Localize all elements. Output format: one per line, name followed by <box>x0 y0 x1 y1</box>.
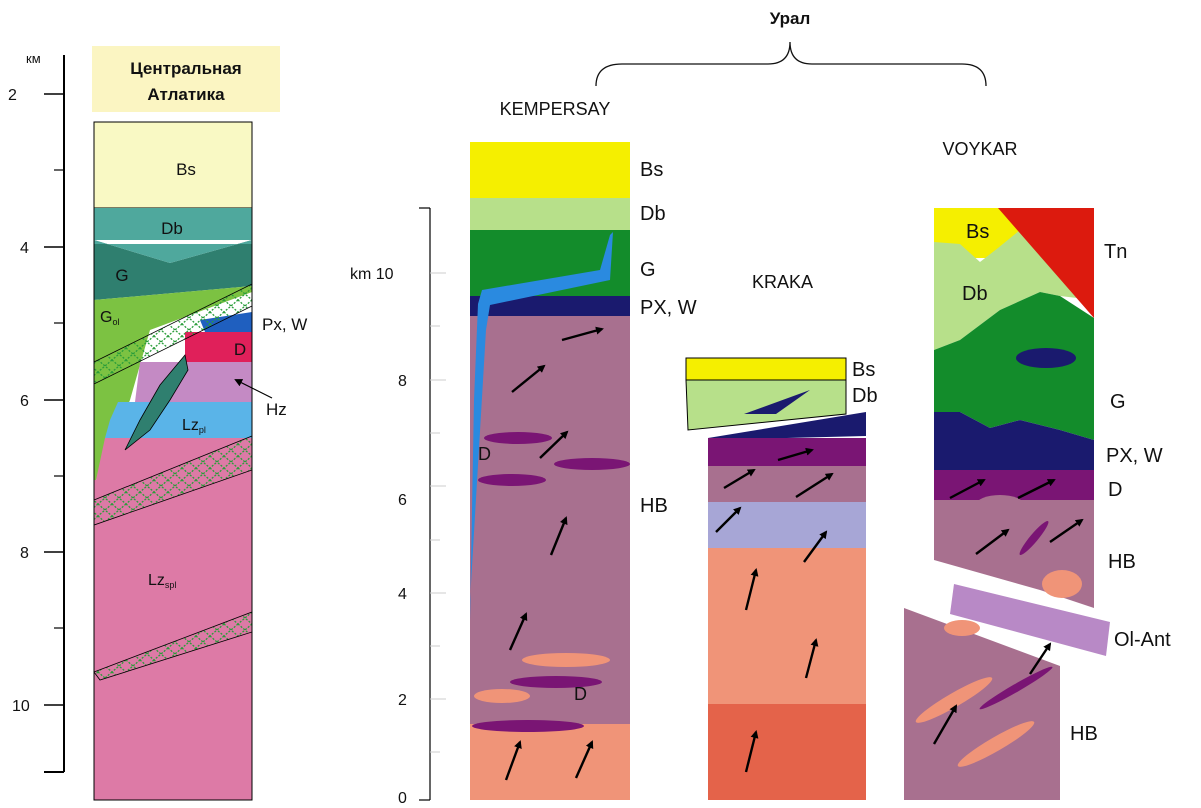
kemp-salmon-base <box>470 724 630 800</box>
ural-brace <box>595 41 987 87</box>
voy-olant-label: Ol-Ant <box>1114 629 1171 651</box>
kemp-dunite-lens-4 <box>510 676 602 688</box>
atlantic-title-1: Центральная <box>130 59 241 78</box>
atl-hz-label: Hz <box>266 400 287 419</box>
kraka-bs-layer <box>685 357 847 381</box>
ural-scale-km10: km 10 <box>350 266 394 283</box>
kraka-column: KRAKA Bs Db <box>685 272 878 800</box>
kemp-salmon-lens-1 <box>522 653 610 667</box>
voy-pxw-layer <box>934 412 1094 470</box>
kemp-d-upper-label: D <box>478 444 491 464</box>
atl-hz-layer <box>135 362 252 402</box>
voy-lower-salmon-lens-2 <box>915 677 993 723</box>
atl-tick-4: 4 <box>20 240 29 257</box>
atl-gol-label: Gol <box>100 309 119 327</box>
atl-pxw-layer <box>200 312 252 332</box>
ural-tick-8: 8 <box>398 373 407 390</box>
atl-d-layer <box>185 332 252 362</box>
atl-g-upper <box>94 240 252 300</box>
atl-tick-2: 2 <box>8 87 17 104</box>
kemp-dunite-lens-5 <box>472 720 584 732</box>
voy-salmon-lens <box>1042 570 1082 598</box>
kemp-db-label: Db <box>640 203 666 225</box>
voy-tn-layer <box>998 208 1094 318</box>
voy-ol-ant-band <box>950 584 1110 656</box>
atl-lz-pl-layer <box>105 402 252 438</box>
kemp-dunite-lens-3 <box>478 474 546 486</box>
voykar-column: VOYKAR Bs Tn Db G PX, W D HB <box>904 139 1171 800</box>
atl-tick-10: 10 <box>12 698 30 715</box>
kemp-g-label: G <box>640 259 656 281</box>
voy-hb-label: HB <box>1108 551 1136 573</box>
kraka-pxw-layer <box>708 412 866 440</box>
kemp-bs-label: Bs <box>640 159 663 181</box>
voy-d-label: D <box>1108 479 1122 501</box>
atl-lzspl-label: Lzspl <box>148 572 176 590</box>
ural-tick-6: 6 <box>398 492 407 509</box>
voy-db-label: Db <box>962 283 988 305</box>
atl-db-label: Db <box>161 219 183 238</box>
kraka-hb-blob-2 <box>812 480 848 496</box>
kemp-dunite-lens-1 <box>484 432 552 444</box>
kempersay-column: KEMPERSAY Bs Db G PX, W D HB D <box>470 99 697 800</box>
voy-tn-label: Tn <box>1104 241 1127 263</box>
voy-lower-salmon-lens-1 <box>944 620 980 636</box>
atlantic-column: Центральная Атлатика Bs Db G Gol Px, W D… <box>92 46 307 801</box>
voykar-name: VOYKAR <box>942 139 1017 159</box>
voy-g-label: G <box>1110 391 1126 413</box>
voy-d-layer <box>934 470 1094 500</box>
atlantic-title-2: Атлатика <box>147 85 225 104</box>
voy-hb-blob <box>976 495 1024 515</box>
atl-bs-label: Bs <box>176 160 196 179</box>
atl-pxw-label: Px, W <box>262 315 307 334</box>
kraka-pxw-streak <box>744 390 810 414</box>
atl-g-ol <box>94 286 252 480</box>
kraka-salmon-layer <box>708 548 866 704</box>
ural-title: Урал <box>770 9 811 28</box>
svg-text:км: км <box>26 51 41 66</box>
kemp-bs-layer <box>470 142 630 198</box>
atl-lz-spl-layer <box>94 438 252 800</box>
ural-depth-scale: km 10 8 6 4 2 0 <box>350 207 446 807</box>
atl-db-layer <box>94 208 252 240</box>
voy-lower-salmon-lens-3 <box>957 721 1035 767</box>
voy-dunite-lens <box>1019 520 1049 556</box>
kraka-db-label: Db <box>852 385 878 407</box>
kemp-d-lower-label: D <box>574 684 587 704</box>
atl-tick-8: 8 <box>20 545 29 562</box>
voy-bs-label: Bs <box>966 221 989 243</box>
voy-lower-dunite-lens <box>979 666 1053 710</box>
kraka-lavender-layer <box>708 502 866 548</box>
atl-db-lower <box>94 240 252 263</box>
ural-tick-0: 0 <box>398 790 407 807</box>
voy-pxw-label: PX, W <box>1106 445 1163 467</box>
kraka-name: KRAKA <box>752 272 813 292</box>
voy-g-layer <box>934 292 1094 440</box>
kemp-hb-label: HB <box>640 495 668 517</box>
atl-bs-layer <box>93 121 253 209</box>
atl-g-label: G <box>115 266 128 285</box>
kemp-pxw-layer <box>470 296 630 316</box>
kemp-blue-vein <box>470 232 613 620</box>
kraka-bs-label: Bs <box>852 359 875 381</box>
kraka-deep-salmon-layer <box>708 704 866 800</box>
kemp-dunite-lens-2 <box>554 458 630 470</box>
atl-gabbro-dike <box>124 354 189 451</box>
kemp-pxw-label: PX, W <box>640 297 697 319</box>
atl-lzpl-label: Lzpl <box>182 417 206 435</box>
atlantic-depth-scale: км 2 4 6 8 10 <box>8 51 65 773</box>
voy-lower-hb-block <box>904 608 1060 800</box>
kemp-salmon-lens-2 <box>474 689 530 703</box>
ural-tick-2: 2 <box>398 692 407 709</box>
kempersay-name: KEMPERSAY <box>500 99 611 119</box>
voy-pxw-lens <box>1016 348 1076 368</box>
atlantic-title-box <box>92 46 280 112</box>
voy-hb-lower-label: HB <box>1070 723 1098 745</box>
atl-d-label: D <box>234 340 246 359</box>
ural-tick-4: 4 <box>398 586 407 603</box>
kraka-hb-blob-1 <box>756 475 804 493</box>
atl-tick-6: 6 <box>20 393 29 410</box>
kemp-db-layer <box>470 198 630 230</box>
